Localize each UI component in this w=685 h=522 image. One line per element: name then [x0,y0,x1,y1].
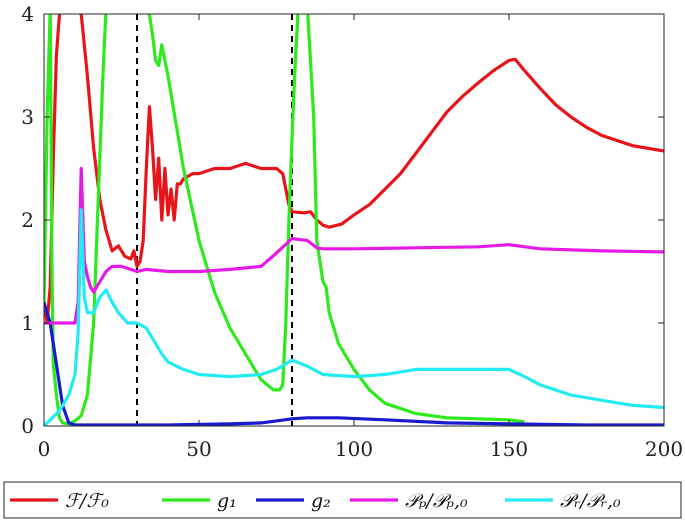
x-tick-label-1: 50 [186,437,211,461]
legend: ℱ/ℱ₀ g₁ g₂ 𝒫ₚ/𝒫ₚ,₀ 𝒫ᵣ/𝒫ᵣ,₀ [10,490,621,512]
legend-label-1: g₁ [217,490,237,512]
series-line-4 [44,208,664,426]
y-tick-label-4: 4 [21,2,34,26]
y-tick-label-1: 1 [21,311,34,335]
series-layer [44,14,664,426]
legend-label-2: g₂ [311,490,331,512]
plot-frame [43,13,665,427]
series-line-3 [44,166,664,325]
x-tick-label-2: 100 [335,437,373,461]
y-tick-labels: 0 1 2 3 4 [21,2,34,438]
series-line-1 [44,14,525,426]
y-tick-label-2: 2 [21,208,34,232]
y-tick-label-3: 3 [21,105,34,129]
x-tick-label-4: 200 [645,437,683,461]
legend-label-3: 𝒫ₚ/𝒫ₚ,₀ [405,490,468,512]
y-tick-label-0: 0 [21,414,34,438]
legend-label-0: ℱ/ℱ₀ [65,490,109,512]
plot-area [43,13,665,427]
x-tick-labels: 0 50 100 150 200 [38,437,683,461]
x-tick-label-0: 0 [38,437,51,461]
series-line-0 [44,14,664,325]
legend-label-4: 𝒫ᵣ/𝒫ᵣ,₀ [560,490,621,512]
vertical-markers [136,14,293,426]
x-tick-label-3: 150 [490,437,528,461]
legend-box [3,481,682,519]
